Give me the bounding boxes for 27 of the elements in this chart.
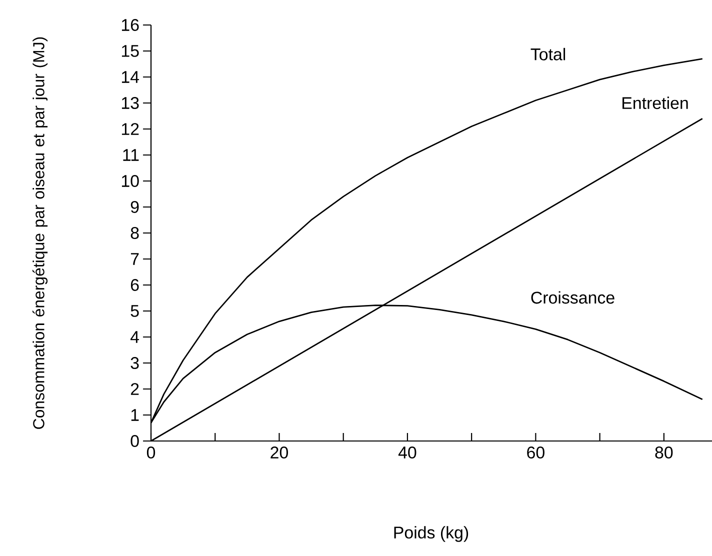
y-tick-label: 11	[123, 149, 139, 161]
y-tick-label: 6	[130, 279, 139, 291]
y-tick-label: 14	[122, 71, 140, 83]
y-tick-label: 16	[122, 18, 139, 31]
y-tick-label: 2	[130, 383, 139, 395]
x-tick-label: 20	[270, 446, 288, 459]
y-tick-label: 3	[130, 357, 139, 369]
y-tick-label: 8	[130, 227, 139, 239]
y-tick-label: 1	[131, 409, 139, 421]
y-tick-label: 9	[130, 201, 139, 213]
series-label: Entretien	[622, 96, 688, 110]
x-axis-title: Poids (kg)	[394, 526, 468, 542]
y-tick-label: 7	[130, 253, 139, 265]
y-tick-label: 13	[122, 97, 139, 109]
series-label: Croissance	[531, 291, 614, 304]
y-tick-label: 5	[130, 305, 139, 317]
y-tick-label: 15	[122, 45, 139, 57]
y-tick-label: 0	[130, 435, 139, 447]
y-tick-label: 4	[130, 331, 140, 343]
x-tick-label: 40	[398, 446, 416, 459]
y-tick-label: 12	[122, 123, 139, 135]
x-tick-label: 60	[527, 446, 544, 459]
x-tick-label: 80	[655, 446, 673, 459]
y-tick-label: 10	[122, 175, 139, 187]
y-axis-title: Consommation énergétique par oiseau et par jour (MJ)	[32, 37, 48, 429]
x-tick-label: 0	[146, 446, 156, 459]
series-label: Total	[530, 48, 566, 60]
